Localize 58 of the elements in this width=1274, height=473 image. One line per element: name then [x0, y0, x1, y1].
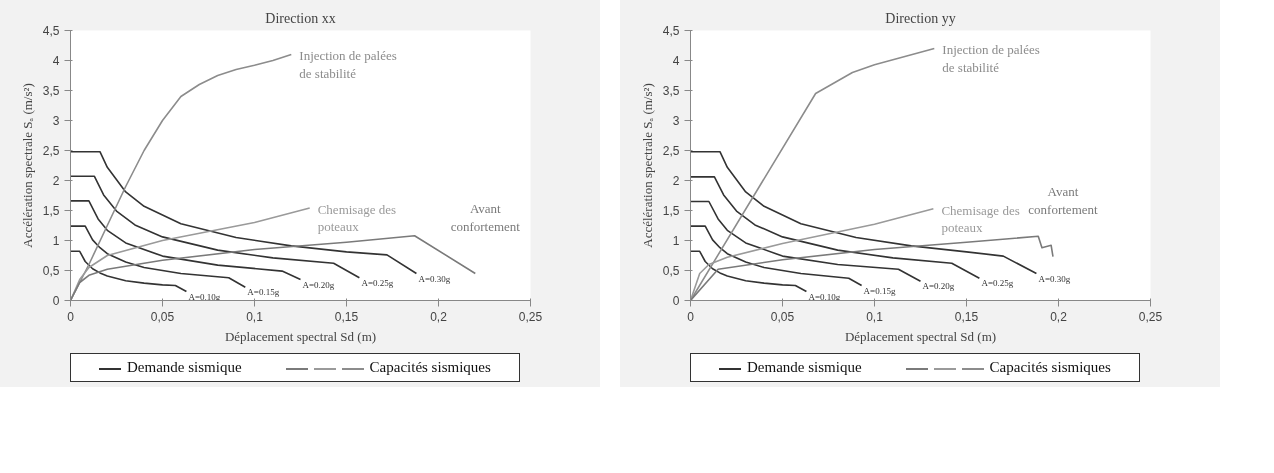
text: Demande sismique [747, 359, 862, 375]
y-tick-label: 3 [672, 114, 680, 128]
series-label: A=0.30g [1038, 273, 1071, 284]
x-tick-label: 0 [687, 309, 695, 324]
y-axis-title: Accélération spectrale Sₐ (m/s²) [19, 83, 35, 248]
series-label: A=0.20g [922, 281, 955, 292]
series-label: Injection de palées de stabilité [299, 48, 397, 81]
series-label: Chemisage des poteaux [317, 201, 397, 235]
y-tick-label: 0,5 [42, 264, 60, 278]
x-tick-label: 0,05 [770, 309, 795, 324]
series-label: A=0.10g [188, 291, 221, 302]
y-tick-label: 0 [672, 294, 680, 308]
x-tick-label: 0,15 [334, 309, 359, 324]
y-tick-label: 3,5 [662, 84, 680, 98]
x-tick-label: 0,1 [246, 309, 264, 324]
y-tick-label: 1 [672, 234, 680, 248]
series-label: A=0.25g [981, 278, 1014, 289]
y-tick-label: 0,5 [662, 264, 680, 278]
y-tick-label: 2 [672, 174, 680, 188]
y-tick-label: 1,5 [42, 204, 60, 218]
x-tick-label: 0,25 [1138, 309, 1163, 324]
y-tick-label: 3,5 [42, 84, 60, 98]
series-label: A=0.25g [361, 277, 394, 288]
series-label: A=0.20g [302, 279, 335, 290]
y-tick-label: 2,5 [42, 144, 60, 158]
series-label: A=0.15g [863, 285, 896, 296]
y-tick-label: 1 [52, 234, 60, 248]
x-tick-label: 0,15 [954, 309, 979, 324]
x-tick-label: 0,2 [1050, 309, 1068, 324]
chart-title: Direction yy [885, 10, 956, 26]
text: Demande sismique [127, 359, 242, 375]
x-tick-label: 0,1 [866, 309, 884, 324]
chart-title: Direction xx [265, 10, 336, 26]
text: Capacités sismiques [989, 359, 1111, 375]
x-tick-label: 0 [67, 309, 75, 324]
x-tick-label: 0,05 [150, 309, 175, 324]
y-axis-title: Accélération spectrale Sₐ (m/s²) [639, 83, 655, 248]
y-tick-label: 4 [672, 54, 680, 68]
series-label: A=0.15g [247, 287, 280, 298]
y-tick-label: 3 [52, 114, 60, 128]
series-label: Injection de palées de stabilité [942, 42, 1040, 75]
series-label: A=0.10g [808, 291, 841, 302]
x-tick-label: 0,25 [518, 309, 543, 324]
y-tick-label: 2 [52, 174, 60, 188]
series-label: A=0.30g [418, 273, 451, 284]
y-tick-label: 1,5 [662, 204, 680, 218]
x-tick-label: 0,2 [430, 309, 448, 324]
y-tick-label: 4,5 [42, 24, 60, 38]
x-axis-title: Déplacement spectral Sd (m) [224, 328, 377, 344]
x-axis-title: Déplacement spectral Sd (m) [844, 328, 997, 344]
series-label: Chemisage des poteaux [941, 202, 1020, 235]
text: Capacités sismiques [369, 359, 491, 375]
series-label: Avant confortement [450, 201, 521, 234]
y-tick-label: 4,5 [662, 24, 680, 38]
y-tick-label: 4 [52, 54, 60, 68]
y-tick-label: 2,5 [662, 144, 680, 158]
y-tick-label: 0 [52, 294, 60, 308]
series-label: Avant confortement [1028, 184, 1099, 217]
